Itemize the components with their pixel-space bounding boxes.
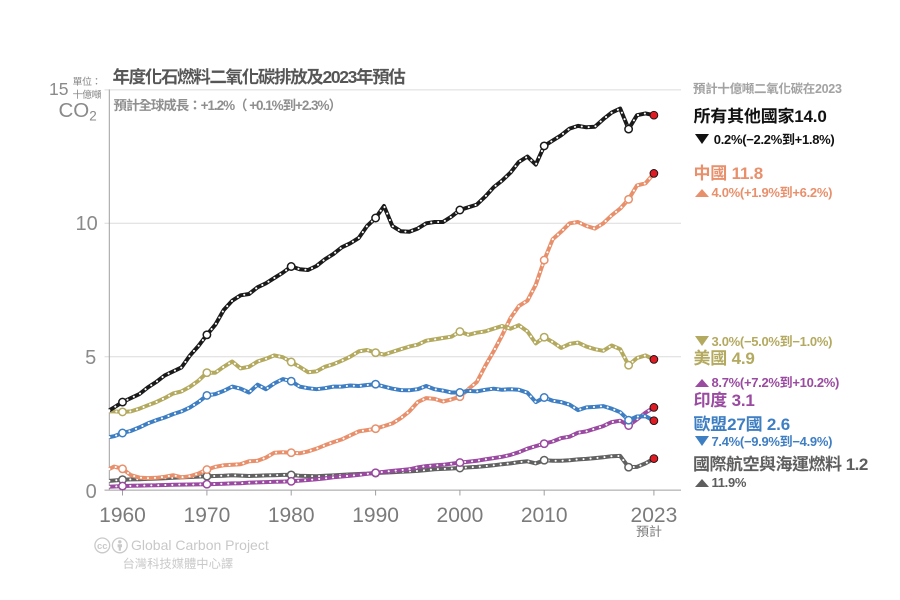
svg-text:cc: cc <box>97 541 108 552</box>
